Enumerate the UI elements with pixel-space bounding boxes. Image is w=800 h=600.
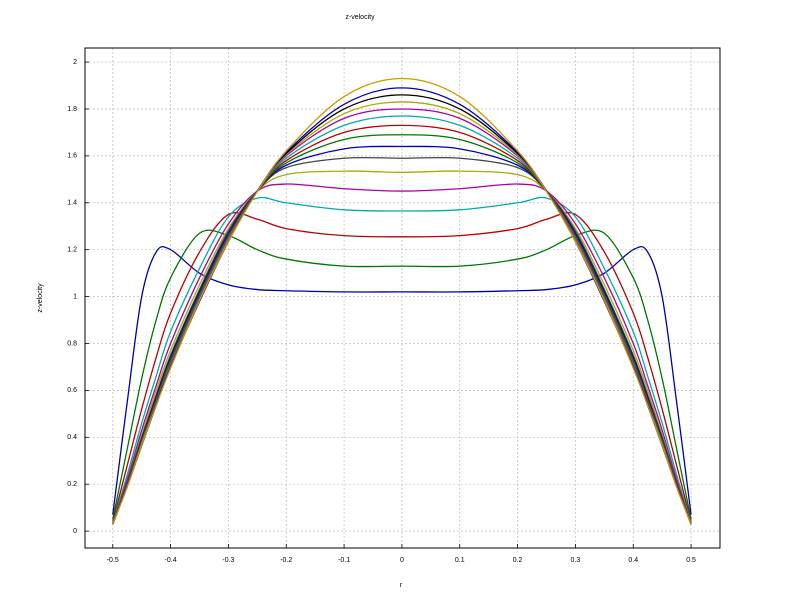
series-line (112, 183, 692, 525)
series-line (112, 145, 692, 525)
x-tick-label: 0.5 (686, 557, 696, 564)
x-tick-label: -0.5 (107, 557, 119, 564)
y-tick-label: 0 (73, 528, 77, 535)
y-tick-label: 0.4 (67, 434, 77, 441)
x-tick-label: 0.3 (571, 557, 581, 564)
series-line (112, 196, 692, 524)
plot-frame (84, 47, 721, 549)
y-tick-label: 1.8 (67, 106, 77, 113)
x-tick-label: 0 (400, 557, 404, 564)
y-tick-label: 0.6 (67, 387, 77, 394)
y-tick-label: 1.4 (67, 200, 77, 207)
x-tick-label: -0.1 (338, 557, 350, 564)
y-tick-label: 1 (73, 293, 77, 300)
x-tick-label: 0.4 (628, 557, 638, 564)
x-tick-label: -0.4 (165, 557, 177, 564)
x-tick-label: 0.1 (455, 557, 465, 564)
x-tick-label: 0.2 (513, 557, 523, 564)
series-line (112, 211, 692, 522)
x-tick-label: -0.2 (280, 557, 292, 564)
series-line (112, 77, 692, 525)
chart-title: z-velocity (345, 14, 375, 21)
y-tick-label: 1.6 (67, 153, 77, 160)
y-tick-label: 1.2 (67, 247, 77, 254)
series-line (112, 245, 692, 515)
series-line (112, 229, 692, 520)
y-tick-label: 2 (73, 59, 77, 66)
series-line (112, 170, 692, 525)
y-tick-label: 0.2 (67, 481, 77, 488)
x-tick-label: -0.3 (222, 557, 234, 564)
y-tick-label: 0.8 (67, 340, 77, 347)
series-line (112, 156, 692, 525)
x-axis-label: r (400, 582, 403, 589)
y-axis-label: z-velocity (37, 283, 44, 313)
